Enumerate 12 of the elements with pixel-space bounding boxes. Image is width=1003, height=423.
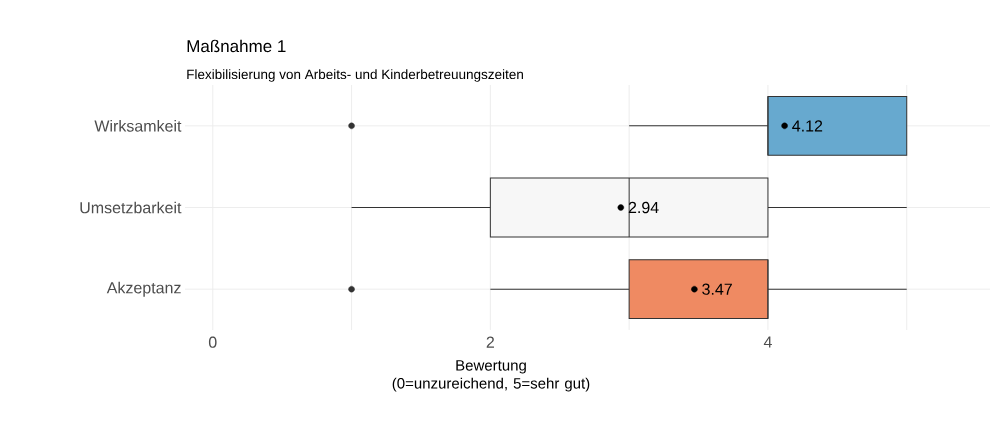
y-tick-label: Wirksamkeit <box>94 119 182 132</box>
x-tick-label: 2 <box>486 336 494 348</box>
annotation: 3.47 <box>702 283 732 295</box>
x-axis-title: Bewertung (0=unzureichend, 5=sehr gut) <box>392 360 590 392</box>
y-tick-label: Umsetzbarkeit <box>80 201 182 214</box>
chart-title: Maßnahme 1 <box>187 39 286 53</box>
x-tick-label: 0 <box>208 336 217 348</box>
y-tick-label: Akzeptanz <box>106 281 181 297</box>
chart-subtitle: Flexibilisierung von Arbeits- und Kinderbetreuungszeiten <box>187 69 523 82</box>
annotation: 2.94 <box>628 201 659 214</box>
annotation: 4.12 <box>792 120 823 132</box>
x-tick-label: 4 <box>763 336 772 348</box>
